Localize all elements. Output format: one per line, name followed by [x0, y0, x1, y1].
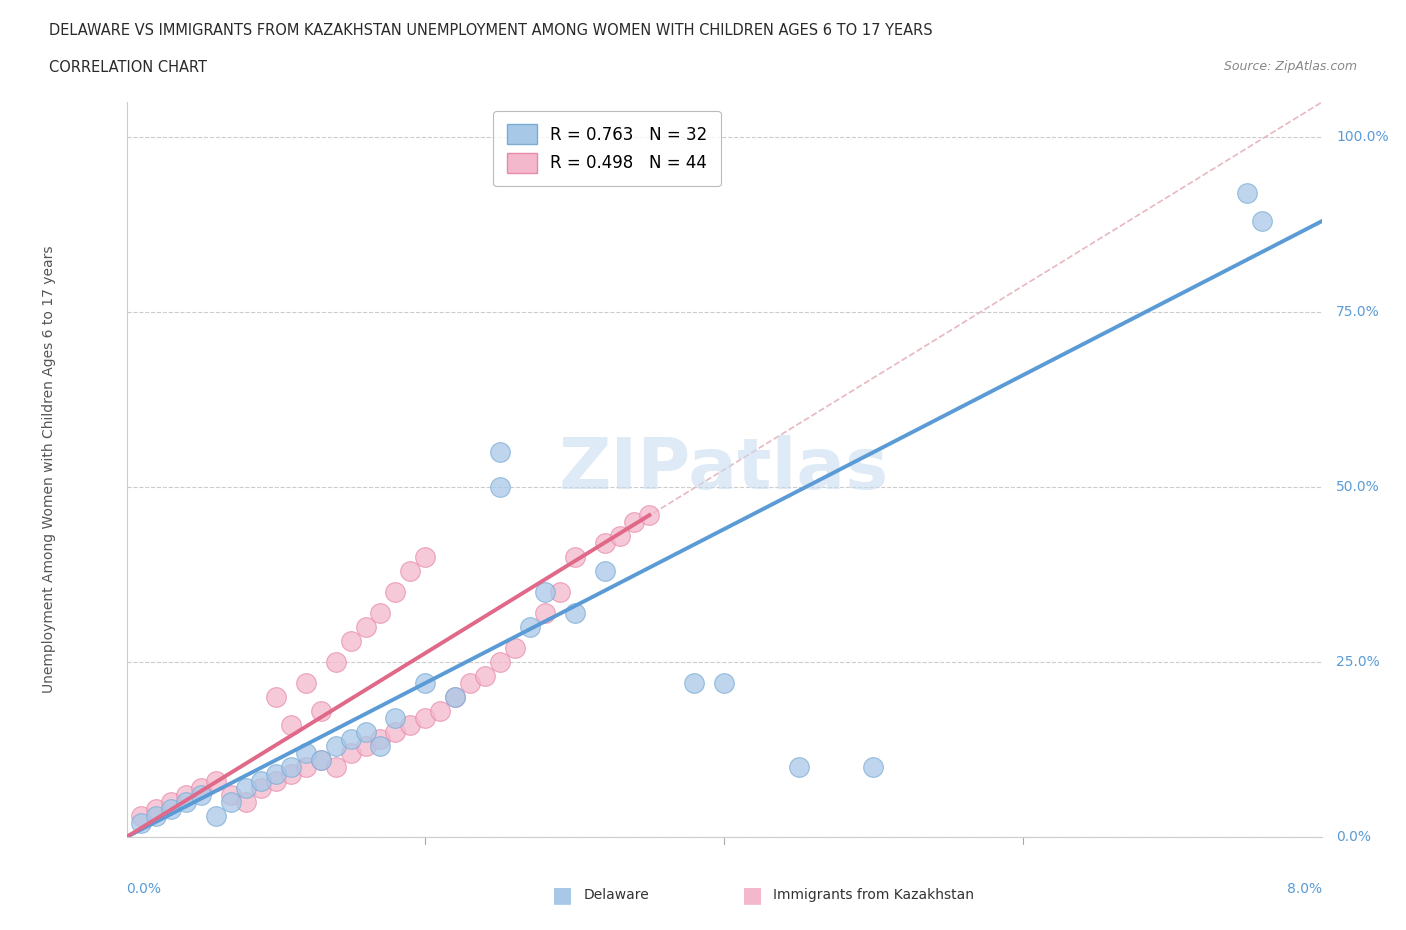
- Point: [145, 808, 167, 823]
- Point: [609, 528, 631, 543]
- Point: [294, 675, 316, 690]
- Point: [384, 711, 406, 725]
- Text: Immigrants from Kazakhstan: Immigrants from Kazakhstan: [773, 887, 974, 902]
- Point: [294, 760, 316, 775]
- Point: [294, 746, 316, 761]
- Point: [370, 605, 392, 620]
- Point: [354, 738, 377, 753]
- Point: [190, 788, 212, 803]
- Point: [370, 738, 392, 753]
- Point: [174, 794, 197, 809]
- Point: [219, 788, 242, 803]
- Point: [548, 585, 571, 600]
- Text: Delaware: Delaware: [583, 887, 650, 902]
- Text: Unemployment Among Women with Children Ages 6 to 17 years: Unemployment Among Women with Children A…: [42, 246, 56, 694]
- Point: [309, 752, 332, 767]
- Point: [429, 704, 451, 719]
- Point: [250, 774, 273, 789]
- Point: [519, 619, 541, 634]
- Point: [131, 816, 153, 830]
- Point: [174, 788, 197, 803]
- Text: 0.0%: 0.0%: [1336, 830, 1371, 844]
- Point: [325, 738, 347, 753]
- Point: [533, 605, 555, 620]
- Point: [533, 585, 555, 600]
- Text: 100.0%: 100.0%: [1336, 130, 1389, 144]
- Text: 75.0%: 75.0%: [1336, 305, 1379, 319]
- Point: [444, 690, 467, 705]
- Point: [384, 724, 406, 739]
- Point: [325, 655, 347, 670]
- Point: [235, 780, 257, 795]
- Point: [862, 760, 884, 775]
- Point: [354, 619, 377, 634]
- Text: CORRELATION CHART: CORRELATION CHART: [49, 60, 207, 75]
- Point: [1236, 186, 1258, 201]
- Text: 25.0%: 25.0%: [1336, 655, 1379, 669]
- Point: [1250, 214, 1272, 229]
- Point: [280, 718, 302, 733]
- Point: [413, 550, 436, 565]
- Point: [399, 564, 422, 578]
- Point: [339, 633, 361, 648]
- Text: DELAWARE VS IMMIGRANTS FROM KAZAKHSTAN UNEMPLOYMENT AMONG WOMEN WITH CHILDREN AG: DELAWARE VS IMMIGRANTS FROM KAZAKHSTAN U…: [49, 23, 932, 38]
- Point: [623, 514, 645, 529]
- Point: [354, 724, 377, 739]
- Point: [593, 564, 616, 578]
- Point: [564, 550, 586, 565]
- Point: [683, 675, 706, 690]
- Point: [399, 718, 422, 733]
- Point: [593, 536, 616, 551]
- Point: [489, 655, 512, 670]
- Point: [264, 690, 287, 705]
- Point: [503, 641, 526, 656]
- Point: [219, 794, 242, 809]
- Point: [413, 711, 436, 725]
- Point: [413, 675, 436, 690]
- Point: [339, 732, 361, 747]
- Point: [309, 704, 332, 719]
- Point: [325, 760, 347, 775]
- Point: [264, 774, 287, 789]
- Text: ■: ■: [742, 884, 762, 905]
- Text: 50.0%: 50.0%: [1336, 480, 1379, 494]
- Text: ZIPatlas: ZIPatlas: [560, 435, 889, 504]
- Text: 0.0%: 0.0%: [127, 883, 162, 897]
- Point: [264, 766, 287, 781]
- Point: [280, 760, 302, 775]
- Point: [489, 445, 512, 459]
- Point: [131, 808, 153, 823]
- Text: 8.0%: 8.0%: [1286, 883, 1322, 897]
- Point: [787, 760, 810, 775]
- Point: [564, 605, 586, 620]
- Point: [160, 802, 183, 817]
- Text: ■: ■: [553, 884, 572, 905]
- Point: [638, 508, 661, 523]
- Point: [384, 585, 406, 600]
- Point: [370, 732, 392, 747]
- Point: [458, 675, 481, 690]
- Point: [160, 794, 183, 809]
- Point: [339, 746, 361, 761]
- Legend: R = 0.763   N = 32, R = 0.498   N = 44: R = 0.763 N = 32, R = 0.498 N = 44: [494, 111, 721, 186]
- Point: [309, 752, 332, 767]
- Point: [145, 802, 167, 817]
- Point: [250, 780, 273, 795]
- Point: [713, 675, 735, 690]
- Point: [280, 766, 302, 781]
- Point: [205, 774, 228, 789]
- Point: [205, 808, 228, 823]
- Point: [489, 480, 512, 495]
- Point: [444, 690, 467, 705]
- Point: [235, 794, 257, 809]
- Point: [190, 780, 212, 795]
- Point: [474, 669, 496, 684]
- Text: Source: ZipAtlas.com: Source: ZipAtlas.com: [1223, 60, 1357, 73]
